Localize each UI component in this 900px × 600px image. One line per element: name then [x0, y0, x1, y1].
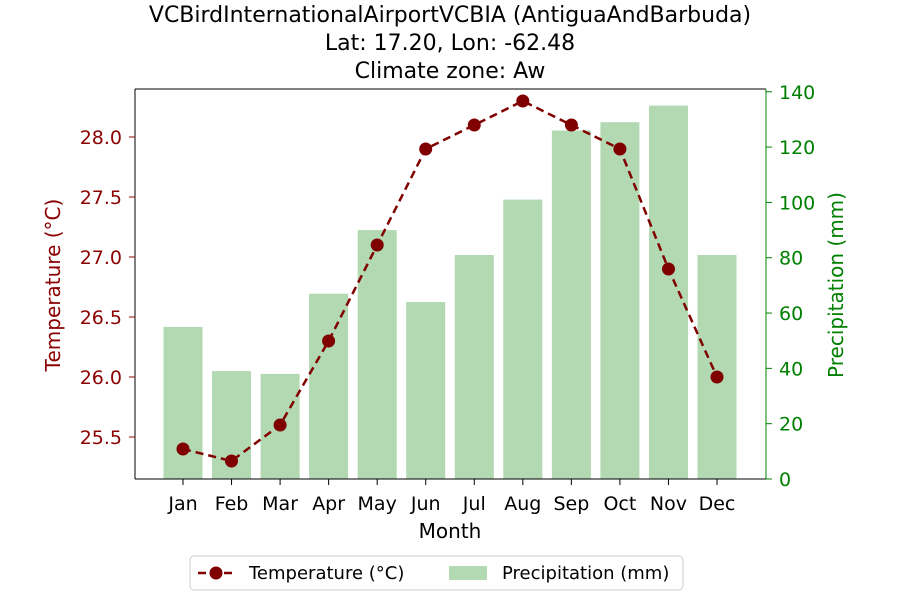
x-tick-label-feb: Feb — [215, 493, 249, 515]
x-tick-label-jul: Jul — [462, 493, 486, 515]
x-tick-label-may: May — [358, 493, 397, 515]
temperature-point-dec — [710, 370, 724, 384]
temperature-line — [182, 99, 719, 463]
temperature-point-jan — [176, 442, 190, 456]
x-tick-label-jan: Jan — [167, 493, 197, 515]
temperature-point-nov — [662, 262, 675, 276]
x-tick-label-apr: Apr — [312, 493, 345, 515]
left-axis-label: Temperature (°C) — [41, 199, 65, 373]
left-tick-label: 27.5 — [80, 187, 122, 209]
chart-title-line-1: VCBirdInternationalAirportVCBIA (Antigua… — [149, 3, 751, 28]
left-tick-label: 27.0 — [80, 247, 122, 269]
temperature-point-mar — [273, 418, 287, 432]
precip-bar-dec — [697, 255, 737, 479]
right-tick-label: 120 — [779, 137, 815, 159]
left-tick-label: 26.5 — [80, 307, 122, 329]
right-tick-label: 140 — [779, 82, 815, 104]
legend: Temperature (°C) Precipitation (mm) — [189, 555, 684, 591]
temperature-point-aug — [516, 94, 530, 108]
precip-bar-jan — [163, 326, 203, 479]
legend-frame — [189, 555, 684, 591]
right-tick-label: 0 — [779, 469, 791, 491]
precip-bar-sep — [551, 130, 591, 479]
left-tick-label: 26.0 — [80, 367, 122, 389]
precip-bar-apr — [309, 293, 349, 479]
precip-bar-jun — [406, 302, 446, 479]
chart-title-line-3: Climate zone: Aw — [355, 59, 546, 84]
x-tick-label-sep: Sep — [553, 493, 589, 515]
legend-precipitation-label: Precipitation (mm) — [502, 563, 669, 584]
x-tick-label-nov: Nov — [650, 493, 687, 515]
precip-bar-oct — [600, 122, 640, 479]
x-axis-label: Month — [419, 519, 482, 543]
precip-bar-aug — [503, 199, 543, 479]
right-tick-label: 60 — [779, 303, 803, 325]
right-tick-label: 100 — [779, 192, 815, 214]
legend-temperature-marker-sample — [209, 566, 223, 580]
temperature-point-may — [370, 238, 384, 252]
legend-temperature-label: Temperature (°C) — [248, 563, 404, 584]
temperature-point-jun — [419, 142, 433, 156]
right-axis-label: Precipitation (mm) — [824, 192, 848, 378]
x-tick-label-dec: Dec — [699, 493, 736, 515]
x-tick-label-oct: Oct — [603, 493, 636, 515]
temperature-point-jul — [467, 118, 481, 132]
temperature-point-apr — [322, 334, 336, 348]
precip-bar-may — [357, 230, 397, 479]
x-tick-label-aug: Aug — [504, 493, 541, 515]
left-tick-label: 25.5 — [80, 427, 122, 449]
right-tick-label: 80 — [779, 248, 803, 270]
temperature-point-sep — [564, 118, 578, 132]
precip-bar-jul — [454, 255, 494, 479]
temperature-point-oct — [613, 142, 627, 156]
x-tick-label-mar: Mar — [262, 493, 298, 515]
chart-title-line-2: Lat: 17.20, Lon: -62.48 — [325, 31, 575, 56]
precip-bar-nov — [649, 105, 688, 479]
right-tick-label: 20 — [779, 414, 803, 436]
left-tick-label: 28.0 — [80, 127, 122, 149]
temperature-point-feb — [225, 454, 238, 468]
x-tick-label-jun: Jun — [410, 493, 441, 515]
legend-precipitation-swatch — [449, 566, 487, 580]
right-tick-label: 40 — [779, 358, 803, 380]
